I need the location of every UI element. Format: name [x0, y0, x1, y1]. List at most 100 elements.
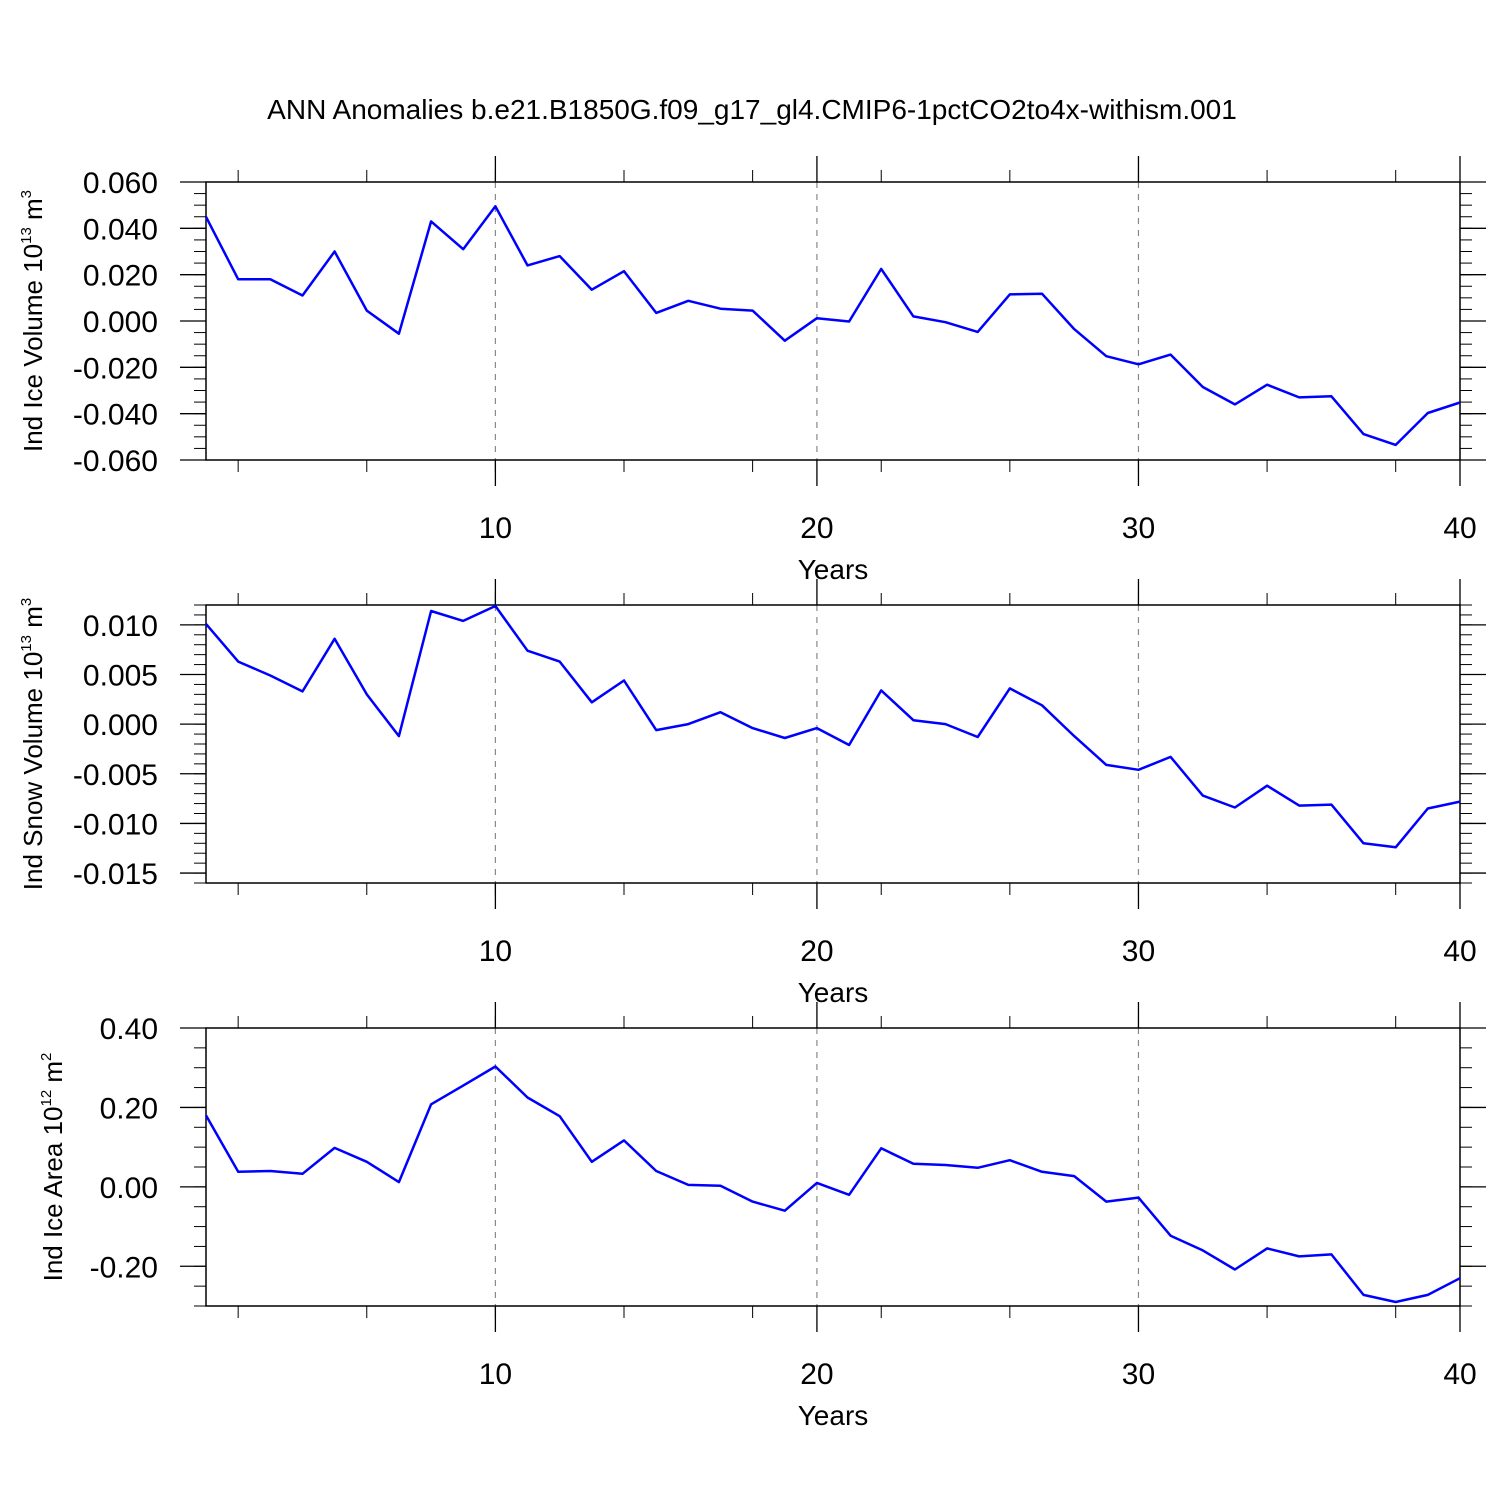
- data-point: [1329, 803, 1333, 807]
- data-point: [815, 316, 819, 320]
- data-point: [1265, 383, 1269, 387]
- x-axis-label: Years: [798, 1400, 869, 1431]
- x-tick-label: 30: [1122, 512, 1155, 545]
- data-point: [976, 1166, 980, 1170]
- data-point: [879, 688, 883, 692]
- y-tick-label: 0.040: [83, 213, 158, 246]
- data-point: [783, 736, 787, 740]
- data-point: [1201, 794, 1205, 798]
- data-point: [622, 678, 626, 682]
- data-point: [397, 1180, 401, 1184]
- y-tick-label: 0.005: [83, 660, 158, 693]
- y-tick-label: 0.000: [83, 709, 158, 742]
- data-point: [1104, 354, 1108, 358]
- data-point: [493, 604, 497, 608]
- data-point: [365, 1160, 369, 1164]
- data-point: [236, 277, 240, 281]
- y-tick-label: -0.020: [73, 352, 158, 385]
- data-point: [1426, 1293, 1430, 1297]
- data-point: [1104, 763, 1108, 767]
- data-point: [1104, 1200, 1108, 1204]
- data-point: [622, 269, 626, 273]
- y-tick-label: -0.010: [73, 808, 158, 841]
- x-tick-label: 10: [479, 1358, 512, 1391]
- data-point: [686, 299, 690, 303]
- data-point: [526, 649, 530, 653]
- data-point: [1329, 394, 1333, 398]
- data-point: [1426, 411, 1430, 415]
- data-point: [558, 254, 562, 258]
- x-tick-label: 40: [1443, 935, 1476, 968]
- x-tick-label: 40: [1443, 512, 1476, 545]
- data-point: [686, 1183, 690, 1187]
- data-point: [1201, 1248, 1205, 1252]
- data-point: [1008, 686, 1012, 690]
- data-point: [1136, 1196, 1140, 1200]
- data-point: [590, 1160, 594, 1164]
- data-point: [944, 722, 948, 726]
- data-point: [397, 734, 401, 738]
- data-point: [751, 1200, 755, 1204]
- data-point: [1265, 1246, 1269, 1250]
- data-point: [1362, 1293, 1366, 1297]
- data-point: [911, 314, 915, 318]
- figure-title: ANN Anomalies b.e21.B1850G.f09_g17_gl4.C…: [267, 94, 1237, 125]
- data-point: [879, 1146, 883, 1150]
- chart-panel-2: -0.015 -0.010 -0.005 0.000 0.005 0.010 10 20 30 4…: [18, 579, 1486, 1008]
- x-axis-label: Years: [798, 554, 869, 585]
- data-point: [1458, 401, 1462, 405]
- data-point: [686, 722, 690, 726]
- data-point: [1265, 784, 1269, 788]
- x-tick-label: 40: [1443, 1358, 1476, 1391]
- data-point: [944, 320, 948, 324]
- y-tick-label: -0.20: [90, 1251, 158, 1284]
- data-point: [1040, 1170, 1044, 1174]
- data-point: [1072, 734, 1076, 738]
- data-point: [236, 660, 240, 664]
- data-point: [268, 277, 272, 281]
- data-point: [526, 1096, 530, 1100]
- data-point: [1233, 806, 1237, 810]
- y-tick-label: -0.015: [73, 858, 158, 891]
- y-tick-label: -0.005: [73, 759, 158, 792]
- data-point: [847, 743, 851, 747]
- data-point: [365, 692, 369, 696]
- data-point: [1297, 804, 1301, 808]
- data-point: [1072, 327, 1076, 331]
- data-point: [911, 1162, 915, 1166]
- data-point: [1233, 402, 1237, 406]
- y-tick-label: 0.000: [83, 306, 158, 339]
- data-point: [718, 1184, 722, 1188]
- y-tick-label: 0.20: [100, 1092, 158, 1125]
- data-point: [879, 267, 883, 271]
- data-point: [911, 718, 915, 722]
- data-point: [1297, 395, 1301, 399]
- data-point: [718, 307, 722, 311]
- panels: -0.060 -0.040 -0.020 0.000 0.020 0.040 0.060 10…: [18, 156, 1486, 1431]
- data-point: [1394, 845, 1398, 849]
- data-point: [493, 1065, 497, 1069]
- data-point: [461, 1084, 465, 1088]
- y-axis-label: Ind Ice Area 1012 m2: [38, 1053, 68, 1282]
- y-tick-label: 0.020: [83, 260, 158, 293]
- data-point: [815, 726, 819, 730]
- data-point: [1040, 292, 1044, 296]
- data-point: [558, 660, 562, 664]
- data-point: [1362, 432, 1366, 436]
- data-point: [1169, 353, 1173, 357]
- data-point: [204, 1113, 208, 1117]
- data-point: [847, 1193, 851, 1197]
- data-point: [526, 263, 530, 267]
- data-point: [815, 1181, 819, 1185]
- data-point: [333, 1146, 337, 1150]
- data-point: [590, 288, 594, 292]
- data-point: [204, 622, 208, 626]
- data-point: [268, 673, 272, 677]
- data-point: [558, 1114, 562, 1118]
- data-point: [1458, 800, 1462, 804]
- data-point: [365, 309, 369, 313]
- data-point: [1008, 1158, 1012, 1162]
- data-point: [1169, 755, 1173, 759]
